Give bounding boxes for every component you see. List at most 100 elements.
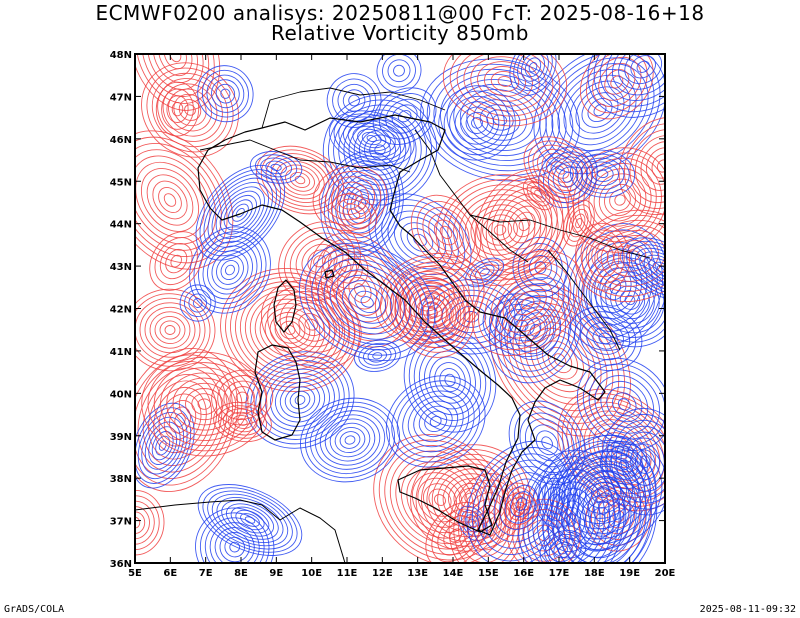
contour-ring: [574, 311, 637, 366]
contour-ring: [135, 495, 160, 551]
contour-ring: [158, 440, 167, 451]
contour-ring: [596, 169, 609, 179]
contour-ring: [591, 165, 614, 182]
contour-ring: [551, 63, 649, 157]
contour-ring: [273, 291, 350, 359]
contour-ring: [496, 273, 560, 333]
sicily-coastline: [397, 465, 493, 533]
contour-ring: [215, 186, 265, 239]
contour-ring: [610, 419, 665, 504]
positive-vorticity-contours: [155, 81, 200, 137]
contour-ring: [140, 168, 200, 232]
contour-ring: [491, 187, 558, 262]
contour-ring: [551, 494, 591, 546]
contour-ring: [348, 119, 412, 181]
contour-ring: [521, 296, 535, 310]
contour-ring: [304, 318, 318, 331]
contour-ring: [580, 316, 631, 361]
contour-ring: [135, 489, 165, 556]
contour-ring: [620, 431, 665, 492]
contour-ring: [149, 311, 191, 349]
contour-ring: [220, 259, 240, 281]
contour-ring: [507, 498, 581, 563]
contour-ring: [402, 390, 470, 453]
contour-ring: [474, 169, 575, 280]
contour-ring: [640, 141, 665, 191]
contour-ring: [562, 171, 574, 183]
lon-label: 16E: [513, 568, 534, 579]
contour-ring: [621, 237, 665, 301]
lon-label: 6E: [163, 568, 177, 579]
contour-ring: [413, 400, 459, 443]
contour-ring: [439, 225, 453, 240]
contour-ring: [567, 305, 643, 371]
contour-ring: [612, 392, 637, 417]
contour-ring: [422, 207, 470, 258]
contour-ring: [583, 162, 657, 238]
contour-ring: [137, 367, 223, 473]
contour-ring: [510, 491, 533, 518]
contour-ring: [657, 159, 665, 173]
positive-vorticity-contours: [374, 252, 485, 345]
contour-ring: [374, 252, 485, 345]
contour-ring: [284, 386, 316, 414]
contour-ring: [443, 521, 469, 549]
contour-ring: [144, 306, 196, 354]
contour-ring: [629, 129, 665, 203]
contour-ring: [426, 284, 516, 350]
contour-ring: [147, 54, 204, 91]
tunisia-coastline: [135, 499, 346, 563]
negative-vorticity-contours: [195, 507, 275, 563]
contour-ring: [617, 398, 631, 411]
contour-ring: [393, 216, 447, 264]
contour-ring: [270, 373, 330, 427]
positive-vorticity-contours: [618, 116, 665, 216]
contour-ring: [458, 487, 482, 509]
contour-ring: [530, 424, 564, 462]
lat-label: 46N: [110, 135, 132, 146]
lon-label: 18E: [584, 568, 605, 579]
contour-ring: [191, 393, 218, 415]
contour-ring: [298, 242, 436, 362]
contour-ring: [146, 174, 194, 226]
negative-vorticity-contours: [298, 242, 436, 362]
contour-ring: [171, 101, 184, 117]
vorticity-contours: [135, 54, 665, 563]
contour-ring: [557, 166, 579, 188]
negative-vorticity-contours: [372, 87, 437, 145]
contour-ring: [337, 187, 363, 210]
contour-ring: [581, 92, 619, 128]
contour-ring: [604, 183, 636, 217]
contour-ring: [648, 258, 665, 280]
negative-vorticity-contours: [385, 375, 486, 468]
contour-ring: [651, 153, 665, 179]
contour-ring: [385, 375, 486, 468]
contour-ring: [161, 88, 194, 130]
contour-ring: [344, 435, 356, 445]
contour-ring: [326, 73, 382, 128]
contour-ring: [439, 368, 461, 392]
map-subtitle: Relative Vorticity 850mb: [271, 21, 529, 45]
lon-label: 19E: [619, 568, 640, 579]
contour-ring: [449, 528, 463, 543]
contour-ring: [141, 62, 239, 158]
negative-vorticity-contours: [300, 397, 400, 483]
contour-ring: [527, 462, 615, 563]
contour-ring: [415, 449, 525, 547]
positive-vorticity-contours: [141, 351, 268, 457]
lat-label: 40N: [110, 389, 132, 400]
contour-ring: [636, 60, 650, 73]
contour-ring: [278, 221, 361, 302]
contour-ring: [254, 154, 298, 181]
contour-ring: [624, 123, 665, 209]
positive-vorticity-contours: [425, 502, 486, 563]
contour-ring: [480, 175, 569, 274]
contour-ring: [646, 147, 665, 185]
contour-ring: [336, 198, 372, 230]
contour-ring: [225, 264, 235, 276]
contour-ring: [142, 373, 218, 467]
contour-ring: [232, 415, 253, 429]
sardinia-coastline: [254, 344, 301, 441]
contour-ring: [166, 372, 243, 436]
